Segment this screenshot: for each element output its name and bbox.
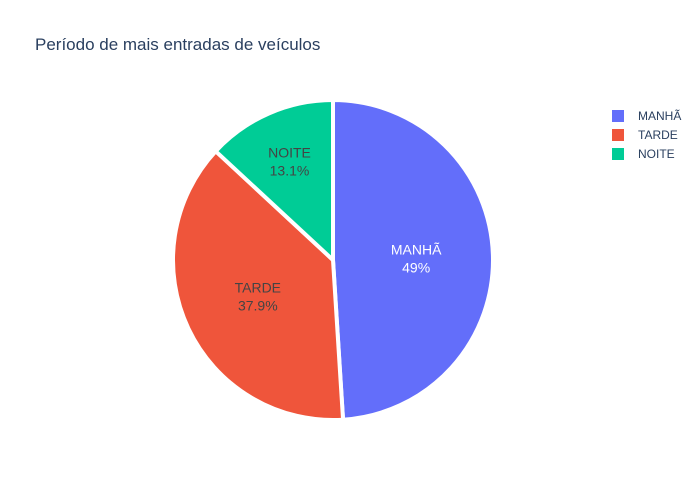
legend-item-manha[interactable]: MANHÃ: [612, 106, 681, 125]
legend-item-noite[interactable]: NOITE: [612, 144, 681, 163]
slice-label-manhã: MANHÃ 49%: [391, 241, 442, 275]
legend-swatch: [612, 128, 624, 141]
pie-slice-manhã[interactable]: [331, 98, 495, 422]
chart-title: Período de mais entradas de veículos: [35, 35, 321, 54]
pie-slice-tarde[interactable]: [171, 149, 346, 422]
legend: MANHÃ TARDE NOITE: [612, 106, 681, 163]
slice-label-noite: NOITE 13.1%: [268, 144, 311, 178]
slice-label-tarde: TARDE 37.9%: [235, 280, 281, 314]
pie-labels: MANHÃ 49% TARDE 37.9% NOITE 13.1%: [235, 144, 442, 313]
legend-label: TARDE: [638, 127, 678, 142]
pie-slice-noite[interactable]: [213, 98, 335, 262]
legend-item-tarde[interactable]: TARDE: [612, 125, 681, 144]
pie-slices: [171, 98, 495, 422]
legend-swatch: [612, 109, 624, 122]
legend-label: MANHÃ: [638, 108, 682, 123]
legend-label: NOITE: [638, 146, 675, 161]
legend-swatch: [612, 147, 624, 160]
